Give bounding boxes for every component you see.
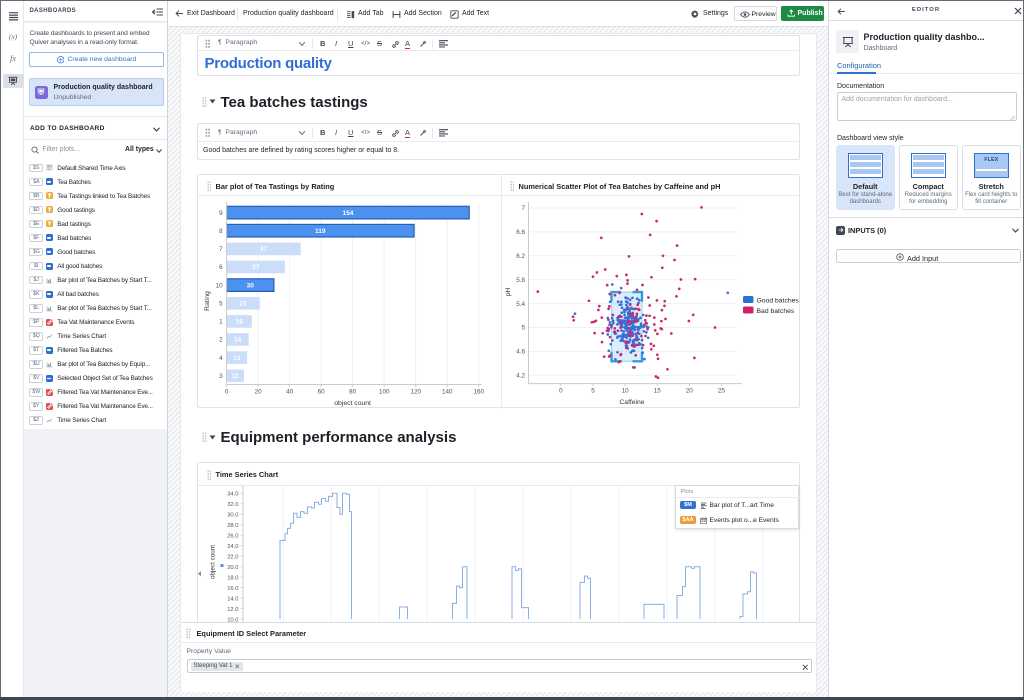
svg-text:6.2: 6.2 (516, 253, 525, 260)
svg-text:Rating: Rating (204, 291, 211, 311)
svg-text:1: 1 (219, 319, 223, 326)
svg-text:26.0: 26.0 (227, 533, 238, 539)
svg-text:pH: pH (505, 288, 512, 297)
svg-text:8: 8 (219, 228, 223, 235)
svg-text:Good batches: Good batches (757, 298, 800, 305)
svg-text:15: 15 (654, 388, 662, 395)
svg-text:0: 0 (225, 389, 229, 396)
svg-text:16.0: 16.0 (227, 585, 238, 591)
svg-text:80: 80 (349, 389, 357, 396)
svg-text:9: 9 (219, 210, 223, 217)
svg-text:32.0: 32.0 (227, 502, 238, 508)
svg-text:Bad batches: Bad batches (757, 308, 795, 315)
svg-text:10: 10 (622, 388, 630, 395)
svg-text:7: 7 (521, 205, 525, 212)
svg-text:20: 20 (255, 389, 263, 396)
svg-text:120: 120 (410, 389, 421, 396)
svg-text:object count: object count (334, 400, 371, 407)
svg-text:34.0: 34.0 (227, 491, 238, 497)
svg-text:5: 5 (591, 388, 595, 395)
svg-text:30.0: 30.0 (227, 512, 238, 518)
svg-text:Caffeine: Caffeine (619, 399, 644, 406)
svg-text:5: 5 (219, 301, 223, 308)
svg-text:100: 100 (379, 389, 390, 396)
svg-text:3: 3 (219, 373, 223, 380)
svg-text:6: 6 (219, 264, 223, 271)
svg-text:160: 160 (473, 389, 484, 396)
svg-text:20: 20 (686, 388, 694, 395)
svg-text:28.0: 28.0 (227, 522, 238, 528)
svg-text:21: 21 (239, 301, 247, 308)
svg-text:11: 11 (232, 373, 239, 380)
svg-text:5: 5 (521, 325, 525, 332)
svg-text:47: 47 (260, 246, 268, 253)
svg-text:20.0: 20.0 (227, 564, 238, 570)
svg-text:4.2: 4.2 (516, 373, 525, 380)
svg-text:25: 25 (718, 388, 726, 395)
svg-text:4: 4 (219, 355, 223, 362)
svg-text:5.4: 5.4 (516, 301, 525, 308)
svg-text:18.0: 18.0 (227, 575, 238, 581)
svg-text:12.0: 12.0 (227, 606, 238, 612)
svg-text:14.0: 14.0 (227, 596, 238, 602)
svg-text:6.6: 6.6 (516, 229, 525, 236)
svg-text:37: 37 (252, 264, 260, 271)
svg-text:10: 10 (216, 282, 224, 289)
svg-text:object count: object count (210, 544, 217, 578)
svg-text:10.0: 10.0 (227, 617, 238, 623)
svg-text:30: 30 (247, 282, 255, 289)
svg-text:2: 2 (219, 337, 223, 344)
svg-text:14: 14 (234, 337, 242, 344)
svg-text:24.0: 24.0 (227, 543, 238, 549)
svg-text:5.8: 5.8 (516, 277, 525, 284)
svg-text:140: 140 (442, 389, 453, 396)
svg-text:13: 13 (233, 355, 241, 362)
svg-text:16: 16 (236, 319, 244, 326)
svg-text:4.6: 4.6 (516, 349, 525, 356)
svg-text:7: 7 (219, 246, 223, 253)
svg-text:60: 60 (318, 389, 326, 396)
svg-text:0: 0 (559, 388, 563, 395)
svg-text:154: 154 (342, 210, 353, 217)
svg-text:40: 40 (286, 389, 294, 396)
svg-text:119: 119 (315, 228, 326, 235)
svg-text:22.0: 22.0 (227, 554, 238, 560)
